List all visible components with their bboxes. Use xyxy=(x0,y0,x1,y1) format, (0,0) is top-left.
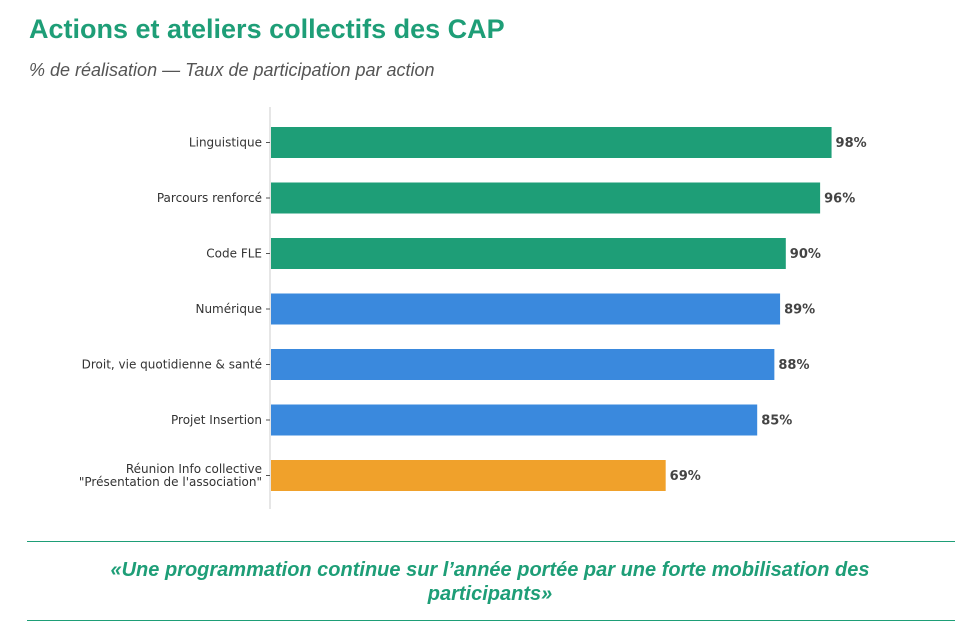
value-label-3: 89% xyxy=(784,303,815,318)
summary-quote: «Une programmation continue sur l’année … xyxy=(60,558,920,606)
value-label-6: 69% xyxy=(670,469,701,484)
quote-bottom-rule xyxy=(27,620,955,621)
value-label-1: 96% xyxy=(824,192,855,207)
category-label-4: Droit, vie quotidienne & santé xyxy=(82,358,262,372)
quote-line-1: «Une programmation continue sur l’année … xyxy=(110,559,870,581)
quote-top-rule xyxy=(27,541,955,542)
category-label-2: Code FLE xyxy=(206,247,262,261)
bar-4 xyxy=(271,349,775,380)
category-label-5: Projet Insertion xyxy=(171,413,262,427)
value-label-5: 85% xyxy=(761,414,792,429)
category-label-3: Numérique xyxy=(195,302,262,316)
bar-2 xyxy=(271,238,786,269)
page-subtitle: % de réalisation — Taux de participation… xyxy=(29,60,435,80)
bar-3 xyxy=(271,293,781,325)
bar-1 xyxy=(271,182,821,214)
category-label-1: Parcours renforcé xyxy=(157,191,262,205)
bar-6 xyxy=(271,460,666,491)
value-label-0: 98% xyxy=(836,136,867,151)
bar-chart: Linguistique 98% Parcours renforcé 96% Code … xyxy=(79,107,867,509)
bar-0 xyxy=(271,127,832,158)
category-label-0: Linguistique xyxy=(189,136,262,150)
quote-line-2: participants» xyxy=(427,583,553,605)
bar-5 xyxy=(271,404,758,436)
value-label-4: 88% xyxy=(778,358,809,373)
category-label-6: Réunion Info collective "Présentation de … xyxy=(79,462,262,489)
page-title: Actions et ateliers collectifs des CAP xyxy=(29,14,505,44)
value-label-2: 90% xyxy=(790,247,821,262)
